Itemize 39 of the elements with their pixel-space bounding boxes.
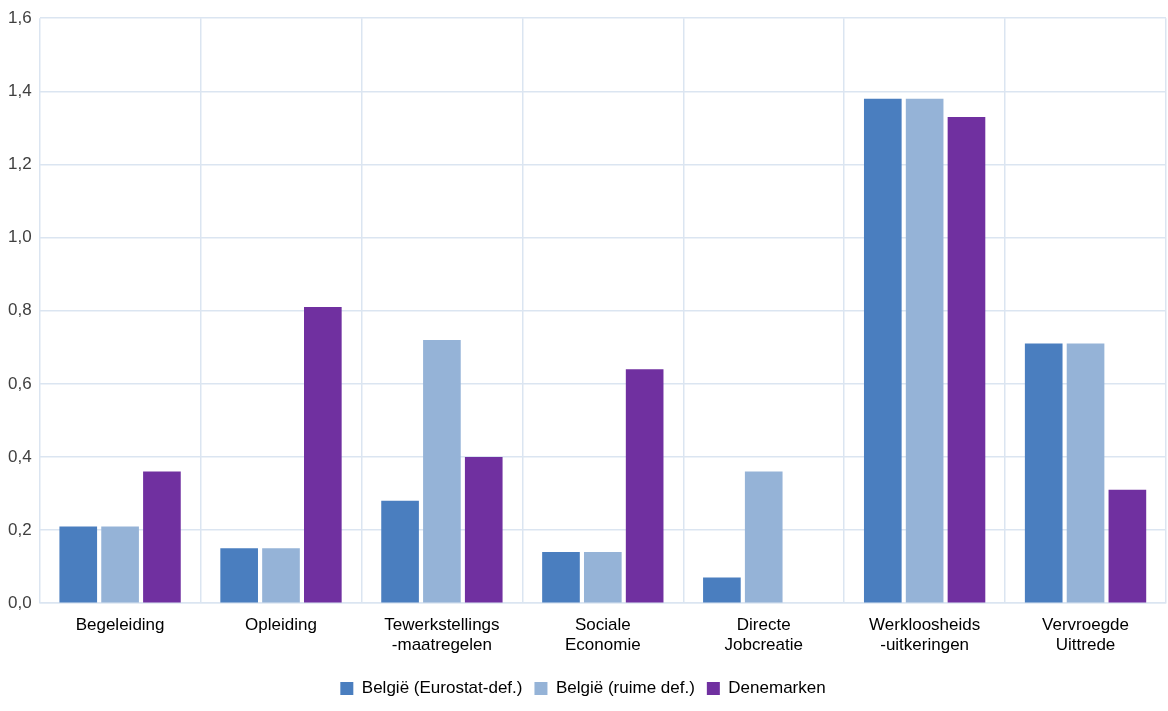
y-tick-label: 1,6 [7,7,32,27]
y-tick-label: 0,8 [7,300,32,320]
x-tick-label: Opleiding [245,615,317,635]
x-tick-label: Sociale Economie [565,615,641,655]
bar [542,552,580,603]
bar [143,471,181,603]
bar [703,577,741,603]
x-tick-label: Vervroegde Uittrede [1042,615,1130,655]
y-tick-label: 0,2 [7,519,32,539]
legend-label: Denemarken [728,678,826,698]
x-tick-label: Tewerkstellings -maatregelen [384,615,500,655]
bar [1024,343,1063,603]
bar [905,98,944,603]
legend-label: België (ruime def.) [555,678,695,698]
bar [1108,489,1147,603]
bar [423,339,461,603]
x-tick-label: Directe Jobcreatie [724,615,803,655]
bar [625,369,664,603]
bar [59,526,98,603]
bar [744,471,783,603]
bar [464,456,503,603]
y-tick-label: 0,4 [7,446,32,466]
bar [304,307,342,603]
bar [262,548,300,603]
bar [381,500,419,603]
bar [863,98,902,603]
bar [220,548,258,603]
y-tick-label: 1,2 [7,154,32,174]
bar [101,526,139,603]
y-tick-label: 1,0 [7,227,32,247]
bar [947,116,986,603]
x-tick-label: Begeleiding [75,615,165,635]
bar [1066,343,1105,603]
bar [583,552,622,603]
y-tick-label: 0,0 [7,592,32,612]
y-tick-label: 0,6 [7,373,32,393]
x-tick-label: Werkloosheids -uitkeringen [869,615,981,655]
y-tick-label: 1,4 [7,81,32,101]
legend-label: België (Eurostat-def.) [361,678,523,698]
